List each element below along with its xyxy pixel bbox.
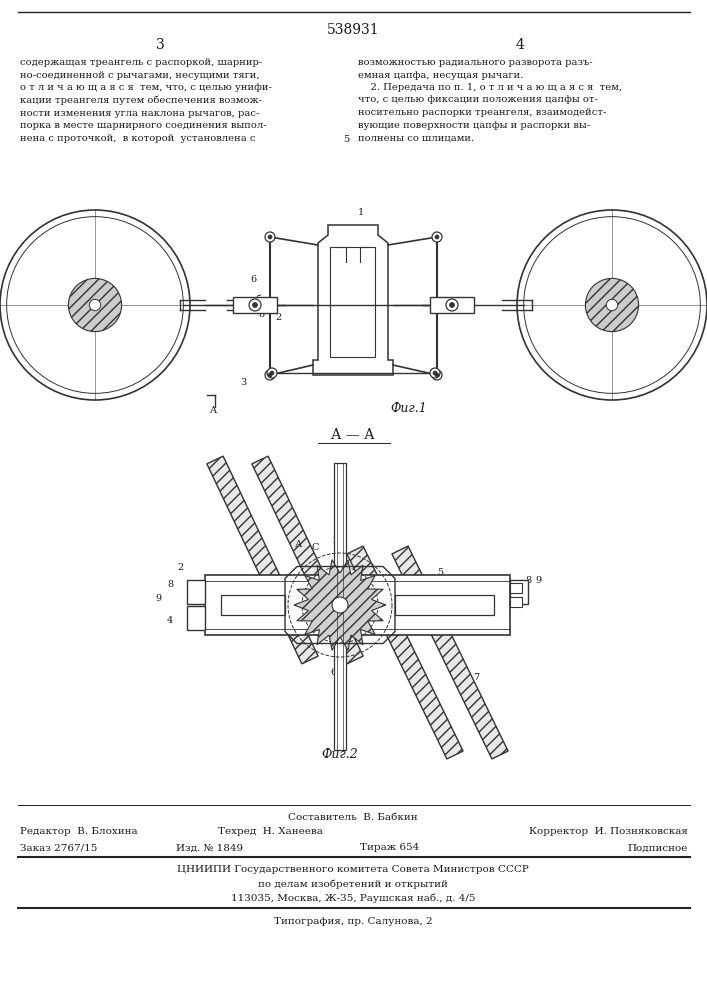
Circle shape: [268, 373, 272, 377]
Circle shape: [450, 302, 455, 308]
Polygon shape: [252, 456, 363, 664]
Text: содержащая треангель с распоркой, шарнир-
но-соединенной с рычагами, несущими тя: содержащая треангель с распоркой, шарнир…: [20, 58, 272, 143]
FancyBboxPatch shape: [510, 580, 528, 604]
Text: 8: 8: [525, 576, 531, 585]
Text: Редактор  В. Блохина: Редактор В. Блохина: [20, 828, 138, 836]
Text: А — А: А — А: [331, 428, 375, 442]
Circle shape: [607, 299, 618, 311]
FancyBboxPatch shape: [221, 595, 285, 615]
Text: 5: 5: [343, 135, 349, 144]
Text: возможностью радиального разворота разъ-
емная цапфа, несущая рычаги.
    2. Пер: возможностью радиального разворота разъ-…: [358, 58, 622, 142]
Text: ЦНИИПИ Государственного комитета Совета Министров СССР: ЦНИИПИ Государственного комитета Совета …: [177, 865, 529, 874]
Text: 8: 8: [258, 310, 264, 319]
Text: 6: 6: [330, 668, 336, 677]
Circle shape: [89, 299, 100, 311]
Circle shape: [249, 299, 261, 311]
Text: 3: 3: [240, 378, 246, 387]
FancyBboxPatch shape: [430, 297, 474, 313]
Text: Составитель  В. Бабкин: Составитель В. Бабкин: [288, 812, 418, 822]
Text: Заказ 2767/15: Заказ 2767/15: [20, 844, 98, 852]
Text: 4: 4: [167, 616, 173, 625]
Text: 5: 5: [437, 568, 443, 577]
Text: Подписное: Подписное: [628, 844, 688, 852]
Text: 1: 1: [358, 208, 364, 217]
Text: б: б: [256, 295, 262, 304]
Text: 538931: 538931: [327, 23, 380, 37]
Circle shape: [446, 299, 458, 311]
Text: Фиг.2: Фиг.2: [322, 748, 358, 762]
Text: 6: 6: [250, 275, 256, 284]
Text: 1: 1: [370, 606, 376, 615]
Text: 4: 4: [515, 38, 525, 52]
Text: Корректор  И. Позняковская: Корректор И. Позняковская: [529, 828, 688, 836]
Polygon shape: [392, 546, 508, 759]
Circle shape: [270, 371, 274, 375]
Text: 9: 9: [535, 576, 541, 585]
FancyBboxPatch shape: [510, 583, 522, 593]
Text: A: A: [209, 406, 216, 415]
Text: по делам изобретений и открытий: по делам изобретений и открытий: [258, 879, 448, 889]
Circle shape: [267, 368, 277, 378]
FancyBboxPatch shape: [334, 463, 346, 750]
Text: 113035, Москва, Ж-35, Раушская наб., д. 4/5: 113035, Москва, Ж-35, Раушская наб., д. …: [230, 893, 475, 903]
Text: 2: 2: [177, 563, 183, 572]
Text: Изд. № 1849: Изд. № 1849: [177, 844, 244, 852]
Polygon shape: [347, 546, 463, 759]
Circle shape: [433, 371, 437, 375]
Circle shape: [252, 302, 257, 308]
Text: С: С: [312, 543, 320, 552]
Text: А: А: [295, 540, 303, 549]
Text: Фиг.1: Фиг.1: [390, 401, 427, 414]
FancyBboxPatch shape: [510, 597, 522, 607]
Text: 1: 1: [332, 536, 338, 545]
Text: 9: 9: [155, 594, 161, 603]
Circle shape: [432, 370, 442, 380]
Circle shape: [268, 235, 272, 239]
Text: 2: 2: [275, 313, 281, 322]
Circle shape: [435, 373, 439, 377]
Polygon shape: [207, 456, 318, 664]
Circle shape: [265, 370, 275, 380]
FancyBboxPatch shape: [205, 575, 510, 635]
Circle shape: [265, 232, 275, 242]
Text: 7: 7: [473, 673, 479, 682]
FancyBboxPatch shape: [187, 606, 205, 630]
Circle shape: [432, 232, 442, 242]
Circle shape: [430, 368, 440, 378]
Circle shape: [69, 278, 122, 332]
Circle shape: [585, 278, 638, 332]
Text: Типография, пр. Салунова, 2: Типография, пр. Салунова, 2: [274, 918, 432, 926]
Polygon shape: [294, 560, 386, 650]
Circle shape: [435, 235, 439, 239]
Text: 8: 8: [167, 580, 173, 589]
Text: Техред  Н. Ханеева: Техред Н. Ханеева: [218, 828, 322, 836]
FancyBboxPatch shape: [395, 595, 494, 615]
Circle shape: [332, 597, 348, 613]
Text: Тираж 654: Тираж 654: [361, 844, 420, 852]
FancyBboxPatch shape: [187, 580, 205, 604]
FancyBboxPatch shape: [233, 297, 277, 313]
Text: 3: 3: [156, 38, 164, 52]
